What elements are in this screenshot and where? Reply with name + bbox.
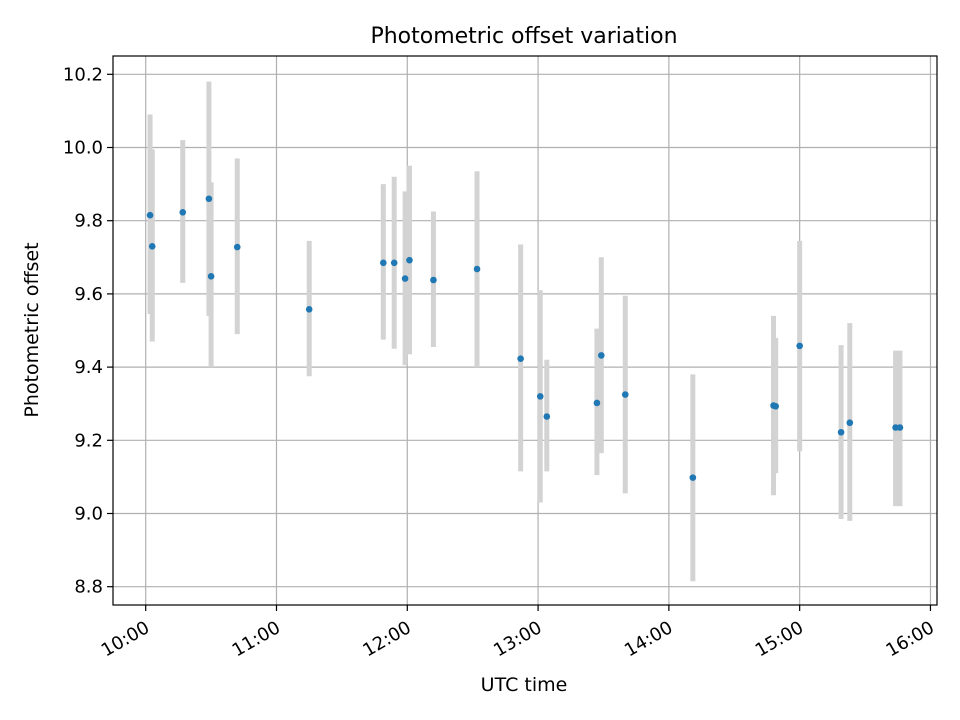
data-point [593,399,601,407]
data-points [146,195,904,481]
data-point [406,256,413,264]
x-tick-label: 16:00 [883,617,938,661]
x-axis-ticks: 10:00 11:00 12:00 13:00 14:00 15:00 16:00 [98,605,938,661]
x-tick-label: 10:00 [98,617,153,661]
data-point [621,391,629,398]
data-point [233,243,241,251]
data-point [536,393,544,400]
x-tick-label: 15:00 [752,617,807,661]
x-tick-label: 12:00 [359,617,414,661]
data-point [179,208,187,216]
y-tick-label: 10.0 [63,138,103,159]
data-point [305,305,313,313]
y-axis-ticks: 8.8 9.0 9.2 9.4 9.6 9.8 10.0 10.2 [63,64,113,598]
y-tick-label: 8.8 [74,577,103,598]
data-point [846,419,854,427]
data-point [597,352,605,359]
data-point [543,413,551,420]
data-point [896,424,904,431]
x-tick-label: 14:00 [621,617,676,661]
data-point [148,243,156,250]
data-point [380,259,387,267]
data-point [146,211,154,219]
data-point [205,195,213,203]
x-tick-label: 13:00 [490,617,545,661]
data-point [796,342,803,350]
data-point [517,355,524,362]
x-axis-label: UTC time [481,674,568,696]
y-tick-label: 10.2 [63,64,103,85]
data-point [473,265,481,273]
y-tick-label: 9.0 [74,504,103,525]
data-point [390,259,398,267]
y-tick-label: 9.6 [74,284,103,305]
error-bars [147,81,903,582]
data-point [689,474,697,481]
x-tick-label: 11:00 [229,617,284,661]
data-point [207,273,215,280]
chart-title: Photometric offset variation [370,24,677,49]
data-point [837,428,845,436]
data-point [430,276,437,284]
data-point [401,275,409,282]
data-point [772,402,779,410]
y-axis-label: Photometric offset [21,242,43,417]
y-tick-label: 9.8 [74,211,103,232]
y-tick-label: 9.4 [74,357,103,378]
y-tick-label: 9.2 [74,430,103,451]
plot-frame [112,55,938,606]
